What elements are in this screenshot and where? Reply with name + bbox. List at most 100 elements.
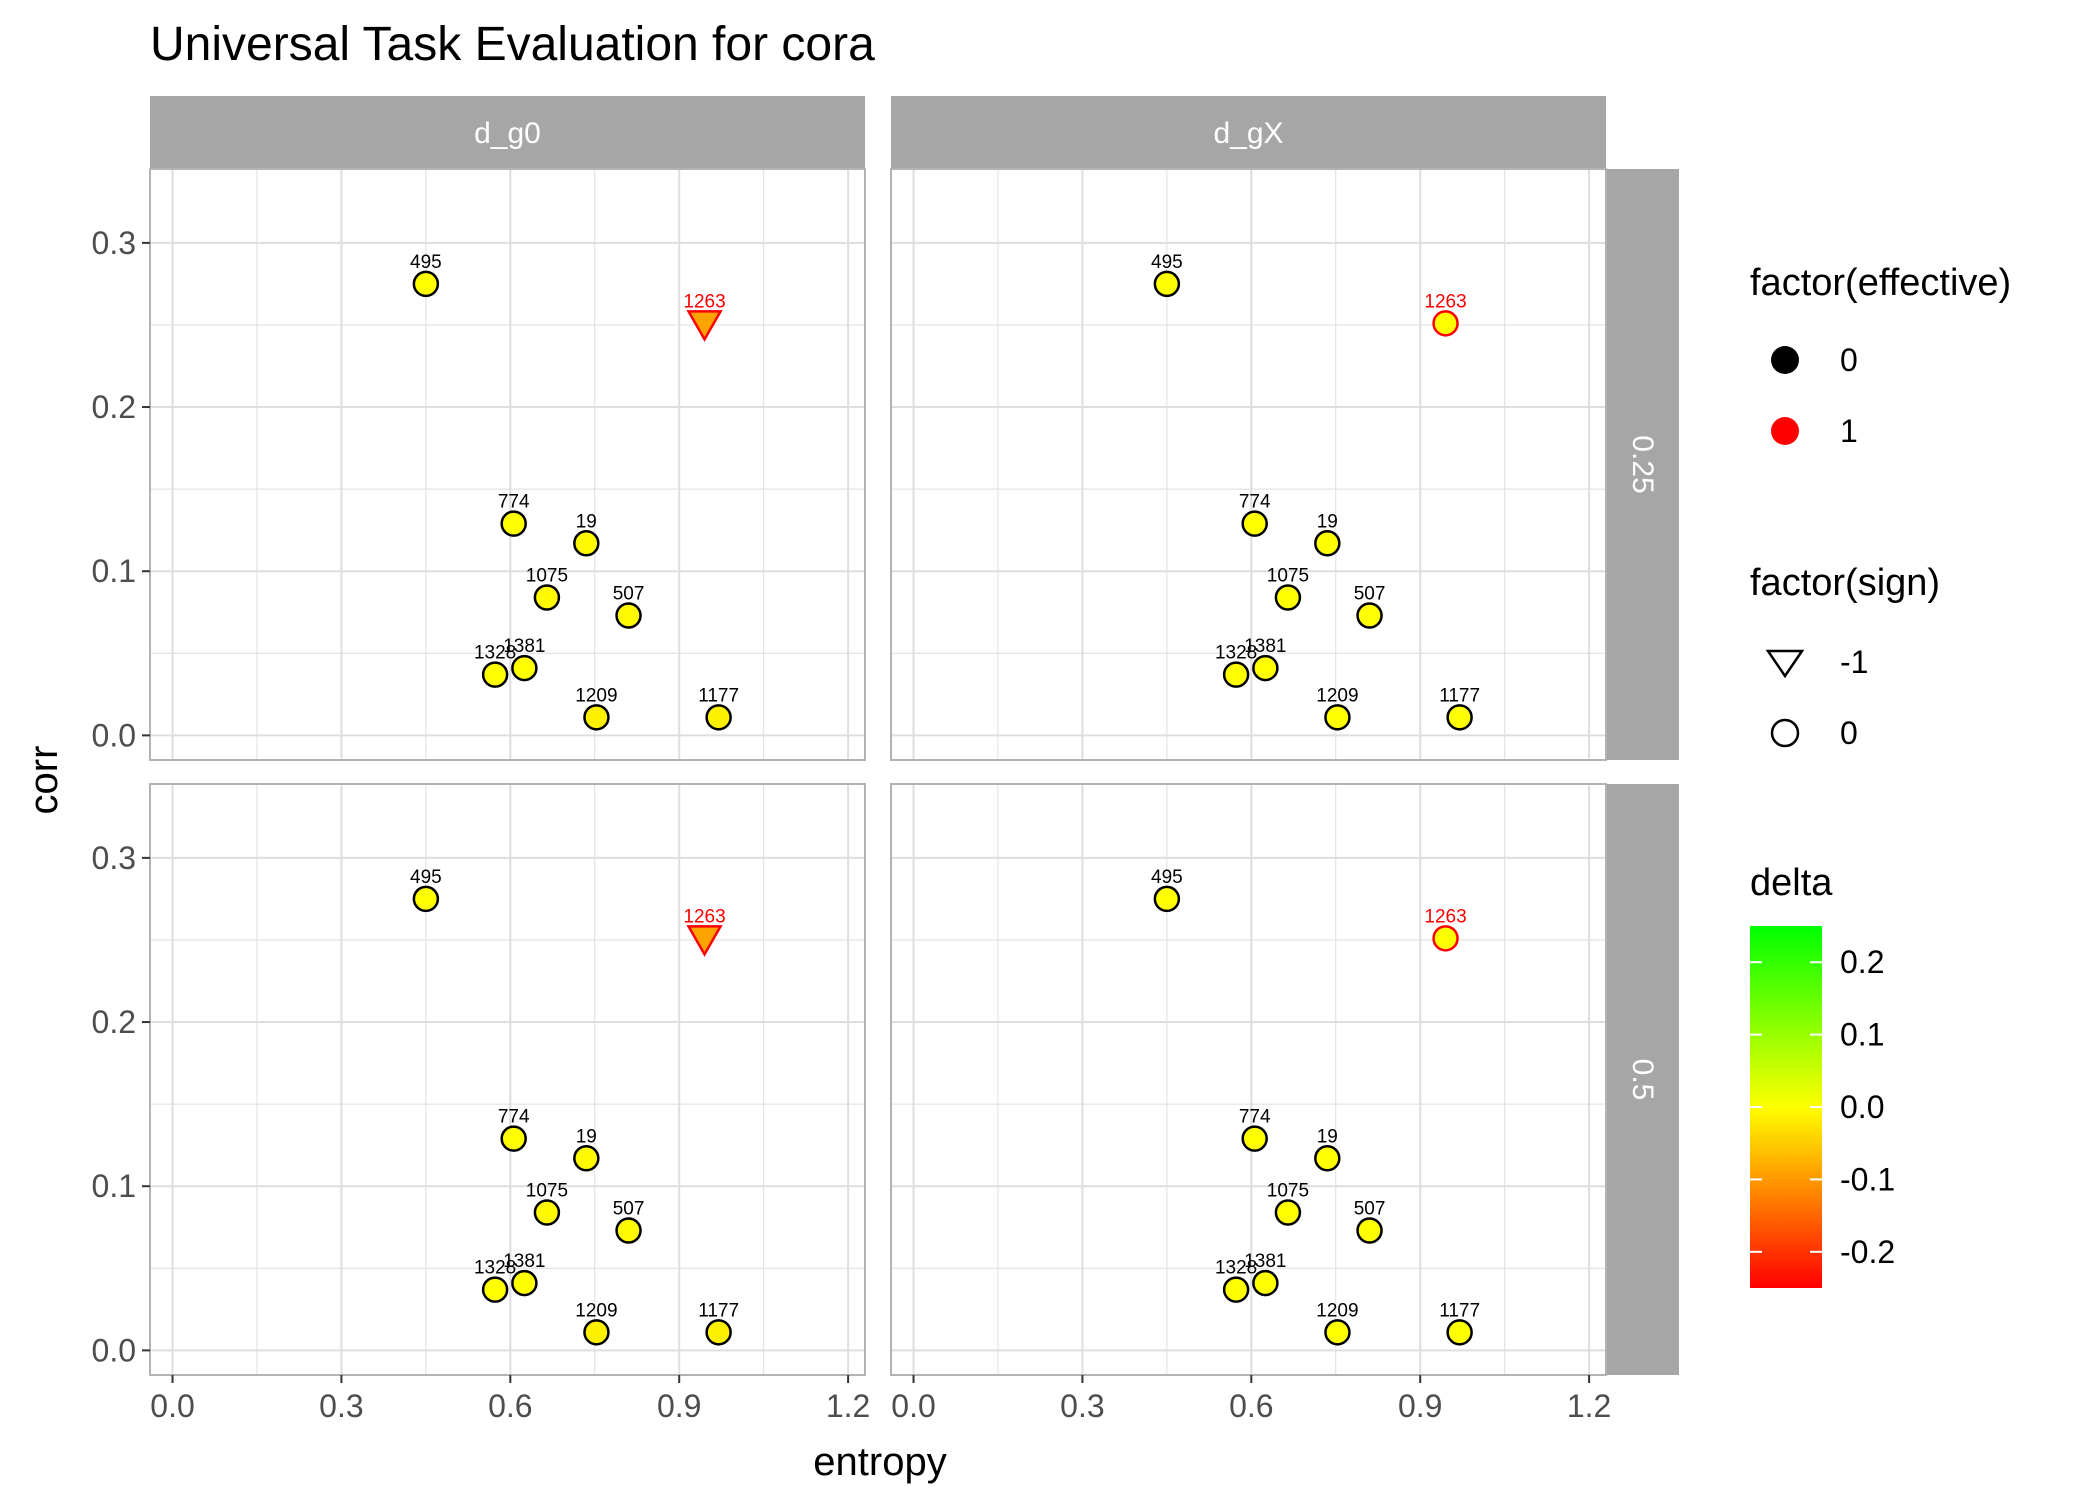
data-label: 495 [410, 252, 442, 273]
panel-border [890, 783, 1607, 1376]
data-label: 507 [613, 1199, 645, 1220]
data-point [1153, 270, 1181, 298]
data-label: 1263 [683, 291, 725, 312]
x-tick-label: 0.3 [319, 1388, 363, 1424]
data-point [533, 584, 561, 611]
panel-border [890, 168, 1607, 761]
data-point [1222, 1276, 1250, 1303]
data-point [511, 654, 538, 682]
data-point [1446, 704, 1473, 731]
legend-effective-key-0 [1771, 346, 1799, 374]
data-label: 1381 [503, 636, 545, 657]
data-point [481, 1276, 509, 1303]
data-point [412, 885, 440, 913]
data-label: 1075 [1267, 1180, 1309, 1201]
data-label: 1328 [1215, 1258, 1257, 1279]
data-point [1274, 584, 1302, 611]
data-point [573, 530, 600, 557]
legend-delta-title: delta [1750, 862, 1833, 904]
legend-effective-key-1 [1771, 417, 1799, 445]
data-label: 19 [1317, 511, 1338, 532]
data-label: 1381 [1244, 1251, 1286, 1272]
data-label: 1075 [1267, 565, 1309, 586]
y-axis-title: corr [22, 746, 66, 815]
panel-background [891, 784, 1606, 1375]
panel-border [149, 783, 866, 1376]
y-tick-label: 0.3 [92, 840, 136, 876]
x-tick-label: 1.2 [826, 1388, 870, 1424]
y-tick-label: 0.1 [92, 1168, 136, 1204]
data-point [1274, 1199, 1302, 1226]
data-label: 1328 [474, 643, 516, 664]
data-point [1252, 654, 1279, 682]
panel-background [150, 169, 865, 760]
data-point [705, 1319, 732, 1346]
data-label: 1209 [575, 685, 617, 706]
data-point [1356, 1217, 1383, 1244]
colorbar-tick-label: -0.1 [1840, 1161, 1895, 1197]
data-point [1432, 925, 1459, 952]
chart-title: Universal Task Evaluation for cora [150, 18, 875, 71]
data-label: 507 [613, 584, 645, 605]
data-label: 1263 [683, 906, 725, 927]
data-point [500, 510, 527, 537]
colorbar-tick-label: 0.1 [1840, 1017, 1884, 1053]
y-tick-label: 0.2 [92, 1004, 136, 1040]
legend-sign-title: factor(sign) [1750, 562, 1940, 604]
y-tick-label: 0.0 [92, 717, 136, 753]
facet-panels: d_g0 d_gX0.250.54951263774191075507132813… [149, 96, 1679, 1376]
x-tick-label: 0.9 [1398, 1388, 1442, 1424]
data-point [1241, 510, 1268, 537]
data-point [1241, 1125, 1268, 1152]
facet-strip-label: d_g0 [474, 117, 541, 150]
data-label: 1328 [474, 1258, 516, 1279]
data-point [481, 661, 509, 688]
data-point [1153, 885, 1181, 913]
x-tick-label: 0.6 [1229, 1388, 1273, 1424]
data-label: 1209 [1316, 685, 1358, 706]
data-point [500, 1125, 527, 1152]
legend-sign-triangle-icon [1765, 649, 1805, 679]
facet-strip-row-1 [1606, 784, 1679, 1375]
data-point [686, 310, 723, 342]
data-label: 1075 [526, 565, 568, 586]
data-label: 1177 [698, 685, 739, 706]
y-tick-label: 0.3 [92, 225, 136, 261]
data-label: 495 [410, 867, 442, 888]
delta-colorbar-ticks: 0.2 0.1 0.0 -0.1 -0.2 [1750, 944, 1895, 1270]
data-label: 1177 [698, 1300, 739, 1321]
x-axis-title: entropy [813, 1440, 946, 1484]
data-label: 19 [576, 511, 597, 532]
y-tick-label: 0.2 [92, 389, 136, 425]
y-tick-label: 0.0 [92, 1332, 136, 1368]
data-label: 1177 [1439, 685, 1480, 706]
x-tick-label: 0.3 [1060, 1388, 1104, 1424]
data-point [583, 1319, 610, 1346]
data-point [705, 704, 732, 731]
data-label: 774 [1239, 1107, 1271, 1128]
facet-strip-label: 0.5 [1626, 1059, 1659, 1101]
data-point [1252, 1269, 1279, 1297]
data-point [615, 602, 642, 629]
x-axes: 0.0 0.3 0.6 0.9 1.2 0.0 0.3 0.6 0.9 1.2 [150, 1375, 1611, 1424]
data-label: 1209 [575, 1300, 617, 1321]
data-point [1324, 704, 1351, 731]
data-label: 19 [1317, 1126, 1338, 1147]
panel-background [150, 784, 865, 1375]
data-label: 774 [498, 1107, 530, 1128]
data-label: 1209 [1316, 1300, 1358, 1321]
data-point [1324, 1319, 1351, 1346]
facet-strip-d_g0 [150, 96, 865, 169]
data-point [533, 1199, 561, 1226]
data-label: 1328 [1215, 643, 1257, 664]
legend-effective-label-1: 1 [1840, 413, 1858, 449]
data-point [1446, 1319, 1473, 1346]
colorbar-tick-label: 0.2 [1840, 944, 1884, 980]
data-label: 774 [1239, 492, 1271, 513]
data-label: 1075 [526, 1180, 568, 1201]
data-label: 19 [576, 1126, 597, 1147]
colorbar-tick-label: 0.0 [1840, 1089, 1884, 1125]
